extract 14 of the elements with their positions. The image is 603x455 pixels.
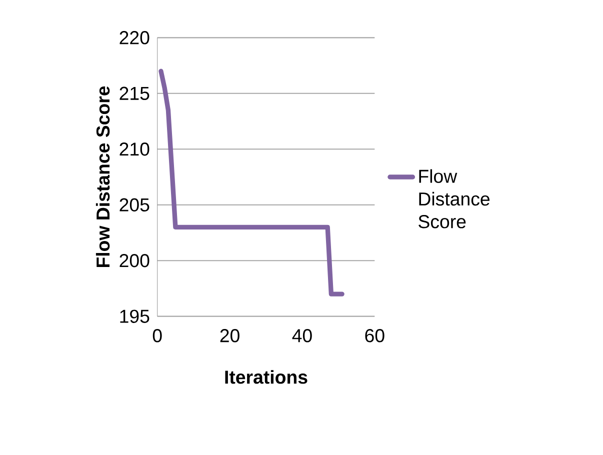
y-axis-title: Flow Distance Score — [96, 86, 110, 268]
y-tick-label: 205 — [120, 198, 150, 212]
y-tick-label: 200 — [120, 254, 150, 268]
y-tick-label: 195 — [120, 310, 150, 323]
x-tick-label: 60 — [365, 329, 384, 342]
line-series — [158, 68, 344, 296]
y-tick-label: 215 — [120, 86, 150, 100]
x-tick-label: 0 — [152, 329, 162, 342]
x-tick-label: 40 — [292, 329, 312, 342]
y-tick-label: 220 — [120, 31, 150, 44]
y-tick-label: 210 — [120, 142, 150, 156]
legend-label: Flow Distance Score — [418, 169, 490, 228]
x-axis-title: Iterations — [225, 370, 308, 384]
x-tick-label: 20 — [220, 329, 240, 342]
